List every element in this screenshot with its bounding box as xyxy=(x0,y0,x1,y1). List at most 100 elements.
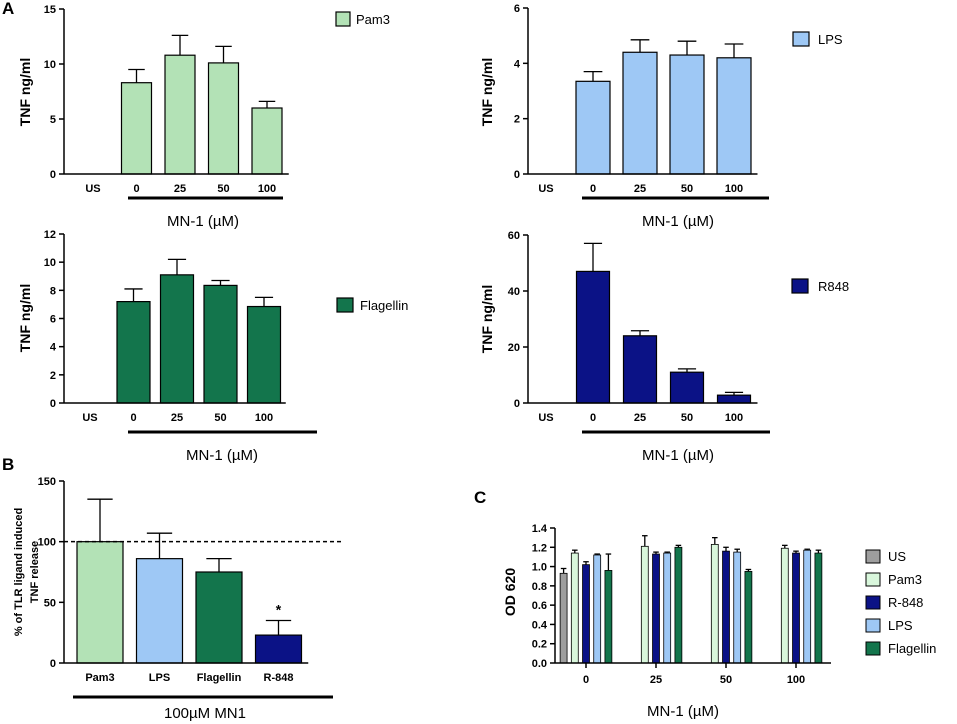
a1-y-tick-label: 10 xyxy=(44,59,56,71)
a1-x-title: MN-1 (µM) xyxy=(167,213,239,230)
a1-y-tick-label: 15 xyxy=(44,4,56,16)
a1-legend-swatch xyxy=(335,11,351,27)
a4-bar xyxy=(669,371,705,404)
a1-category-label: 50 xyxy=(217,183,229,195)
c-bar xyxy=(593,554,602,664)
c-category-label: 50 xyxy=(720,674,732,686)
c-y-tick-label: 0.6 xyxy=(532,600,547,612)
a2-category-label: 50 xyxy=(681,183,693,195)
a4-bar xyxy=(575,270,611,404)
a1-category-label: 0 xyxy=(133,183,139,195)
c-y-tick-label: 0.4 xyxy=(532,619,548,631)
c-y-title: OD 620 xyxy=(502,568,518,616)
a2-y-tick-label: 2 xyxy=(514,114,520,126)
c-y-tick-label: 1.4 xyxy=(532,523,548,535)
c-bar xyxy=(710,543,719,664)
c-legend-label: LPS xyxy=(888,618,913,633)
c-legend-swatch xyxy=(865,572,881,587)
a2-category-label: 0 xyxy=(590,183,596,195)
a3-legend-swatch xyxy=(336,297,354,313)
c-y-tick-label: 0.8 xyxy=(532,581,547,593)
a2-category-label: 25 xyxy=(634,183,646,195)
c-y-tick-label: 0.2 xyxy=(532,639,547,651)
a2-y-tick-label: 4 xyxy=(514,58,521,70)
a1-bar xyxy=(251,107,283,175)
b-bar xyxy=(135,558,184,664)
c-legend-label: R-848 xyxy=(888,595,923,610)
a1-category-label: US xyxy=(85,183,100,195)
a4-category-label: US xyxy=(538,412,553,424)
a2-x-title: MN-1 (µM) xyxy=(642,213,714,230)
a2-category-label: US xyxy=(538,183,553,195)
a3-y-tick-label: 12 xyxy=(44,229,56,241)
b-bar xyxy=(254,634,303,664)
a3-category-label: 0 xyxy=(130,412,136,424)
a4-y-tick-label: 60 xyxy=(508,230,520,242)
a2-bar xyxy=(575,80,611,175)
a2-y-tick-label: 0 xyxy=(514,169,520,181)
c-bar xyxy=(674,546,683,664)
b-category-label: Pam3 xyxy=(85,672,114,684)
a3-legend-label: Flagellin xyxy=(360,298,408,313)
b-y-tick-label: 50 xyxy=(44,597,56,609)
b-category-label: Flagellin xyxy=(197,672,242,684)
c-category-label: 100 xyxy=(787,674,805,686)
c-bar xyxy=(722,550,730,664)
a4-legend-swatch xyxy=(791,278,809,294)
b-significance-marker: * xyxy=(276,602,282,618)
b-y-tick-label: 100 xyxy=(38,537,56,549)
a2-category-label: 100 xyxy=(725,183,743,195)
b-y-tick-label: 150 xyxy=(38,476,56,488)
a3-y-title: TNF ng/ml xyxy=(17,284,33,352)
panel-label-c: C xyxy=(474,488,486,507)
a3-y-tick-label: 4 xyxy=(50,342,57,354)
c-y-tick-label: 0.0 xyxy=(532,658,547,670)
b-category-label: R-848 xyxy=(264,672,294,684)
panel-label-a: A xyxy=(2,0,14,18)
a3-y-tick-label: 6 xyxy=(50,314,56,326)
a3-y-tick-label: 8 xyxy=(50,285,56,297)
c-legend-label: Flagellin xyxy=(888,641,936,656)
a1-category-label: 25 xyxy=(174,183,186,195)
a4-category-label: 50 xyxy=(681,412,693,424)
c-bar xyxy=(780,547,789,664)
a4-x-title: MN-1 (µM) xyxy=(642,447,714,464)
a4-bar xyxy=(716,394,752,404)
a1-bar xyxy=(164,54,196,175)
c-legend-label: Pam3 xyxy=(888,572,922,587)
b-y-title: % of TLR ligand induced xyxy=(13,508,25,636)
a2-y-tick-label: 6 xyxy=(514,3,520,15)
a2-bar xyxy=(669,54,705,175)
c-bar xyxy=(582,564,590,664)
a2-legend-swatch xyxy=(792,31,810,47)
a2-bar xyxy=(622,51,658,175)
a3-y-tick-label: 2 xyxy=(50,370,56,382)
b-category-label: LPS xyxy=(149,672,170,684)
b-bar xyxy=(195,571,243,664)
a4-bar xyxy=(622,335,658,404)
a4-y-title: TNF ng/ml xyxy=(479,285,495,353)
a3-category-label: US xyxy=(82,412,97,424)
a2-y-title: TNF ng/ml xyxy=(479,58,495,126)
a1-y-tick-label: 0 xyxy=(50,169,56,181)
a1-bar xyxy=(207,62,240,175)
c-bar xyxy=(663,552,672,664)
b-y-tick-label: 0 xyxy=(50,658,56,670)
c-bar xyxy=(744,570,753,664)
a4-category-label: 25 xyxy=(634,412,646,424)
a3-category-label: 50 xyxy=(214,412,226,424)
a4-category-label: 0 xyxy=(590,412,596,424)
a3-bar xyxy=(116,301,151,404)
a1-y-title: TNF ng/ml xyxy=(17,58,33,126)
a3-bar xyxy=(246,305,282,404)
c-bar xyxy=(733,551,742,664)
a3-bar xyxy=(159,274,195,404)
a3-category-label: 25 xyxy=(171,412,183,424)
a2-bar xyxy=(716,57,752,175)
c-legend-swatch xyxy=(865,641,881,656)
c-bar xyxy=(559,572,568,664)
c-category-label: 0 xyxy=(583,674,589,686)
a3-category-label: 100 xyxy=(255,412,273,424)
panel-label-b: B xyxy=(2,455,14,474)
